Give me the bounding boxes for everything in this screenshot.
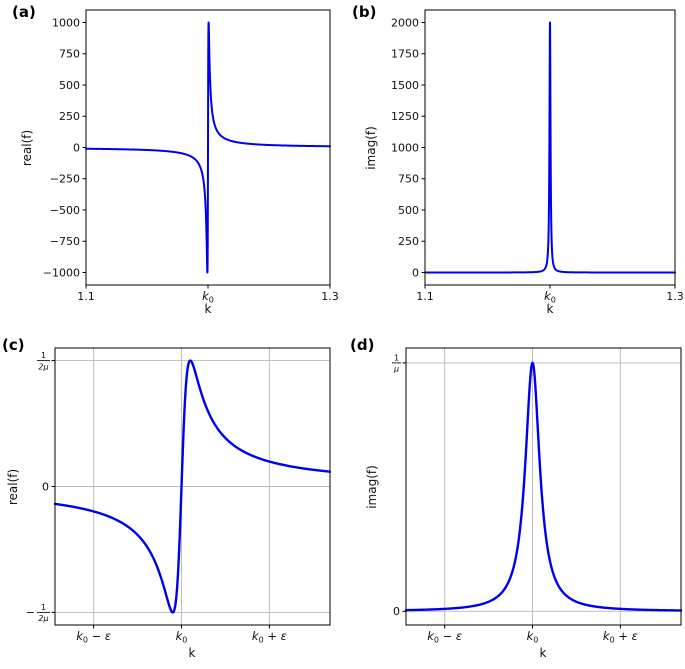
svg-text:1.1: 1.1: [77, 290, 95, 303]
curve-imag-f-: [405, 361, 682, 612]
tick-label-math: k0: [544, 289, 556, 305]
svg-text:−: −: [26, 606, 35, 619]
panel-label-c: (c): [2, 336, 25, 354]
plot-panel-b: 1.1 k0 1.3 2000 1750 1500 1250 1000 750 500 250 0: [391, 9, 684, 305]
svg-text:−250: −250: [50, 173, 80, 186]
tick-label-math: k0: [527, 629, 539, 645]
curve-real-f-: [85, 21, 331, 274]
svg-text:750: 750: [398, 173, 419, 186]
svg-text:0: 0: [73, 141, 80, 154]
svg-text:0: 0: [393, 605, 400, 618]
tick-label-math: k0: [176, 629, 188, 645]
panel-label-d: (d): [350, 336, 375, 354]
svg-text:500: 500: [59, 79, 80, 92]
svg-text:0: 0: [412, 266, 419, 279]
panel-label-a: (a): [12, 3, 36, 21]
ylabel-panel-c: real(f): [6, 468, 20, 506]
svg-text:1: 1: [41, 603, 46, 612]
curve-imag-f-: [424, 21, 676, 274]
svg-text:1000: 1000: [391, 141, 419, 154]
svg-text:500: 500: [398, 204, 419, 217]
svg-text:250: 250: [398, 235, 419, 248]
svg-text:−1000: −1000: [43, 266, 80, 279]
svg-text:1750: 1750: [391, 48, 419, 61]
svg-text:1000: 1000: [52, 16, 80, 29]
tick-label-math: k0 − ε: [427, 629, 462, 645]
tick-label-math: k0 + ε: [603, 629, 638, 645]
svg-text:−750: −750: [50, 235, 80, 248]
svg-text:1.3: 1.3: [666, 290, 684, 303]
ylabel-panel-b: imag(f): [364, 126, 378, 170]
svg-text:1.1: 1.1: [416, 290, 434, 303]
svg-text:2μ: 2μ: [38, 362, 48, 371]
svg-text:−500: −500: [50, 204, 80, 217]
axes-spines: [405, 347, 682, 626]
plot-panel-d: k0 − ε k0 k0 + ε 1 μ 0: [392, 347, 682, 645]
curve-real-f-: [54, 359, 331, 614]
svg-text:2μ: 2μ: [38, 614, 48, 623]
tick-label-math: k0: [202, 289, 214, 305]
svg-text:250: 250: [59, 110, 80, 123]
svg-text:1.3: 1.3: [321, 290, 339, 303]
tick-label-math: k0 + ε: [252, 629, 287, 645]
tick-label-math: k0 − ε: [76, 629, 111, 645]
xlabel-panel-d: k: [539, 646, 547, 660]
xlabel-panel-b: k: [546, 302, 554, 316]
xlabel-panel-c: k: [188, 646, 196, 660]
svg-text:750: 750: [59, 48, 80, 61]
ylabel-panel-a: real(f): [20, 129, 34, 167]
plot-panel-a: 1.1 k0 1.3 1000 750 500 250 0 −250 −500 −750 −1000: [43, 9, 339, 305]
svg-text:2000: 2000: [391, 16, 419, 29]
svg-text:1: 1: [394, 354, 399, 363]
xlabel-panel-a: k: [204, 302, 212, 316]
svg-text:1250: 1250: [391, 110, 419, 123]
ylabel-panel-d: imag(f): [365, 465, 379, 509]
svg-text:μ: μ: [393, 365, 399, 374]
svg-text:1500: 1500: [391, 79, 419, 92]
svg-text:0: 0: [42, 480, 49, 493]
panel-label-b: (b): [352, 3, 377, 21]
svg-text:1: 1: [41, 351, 46, 360]
